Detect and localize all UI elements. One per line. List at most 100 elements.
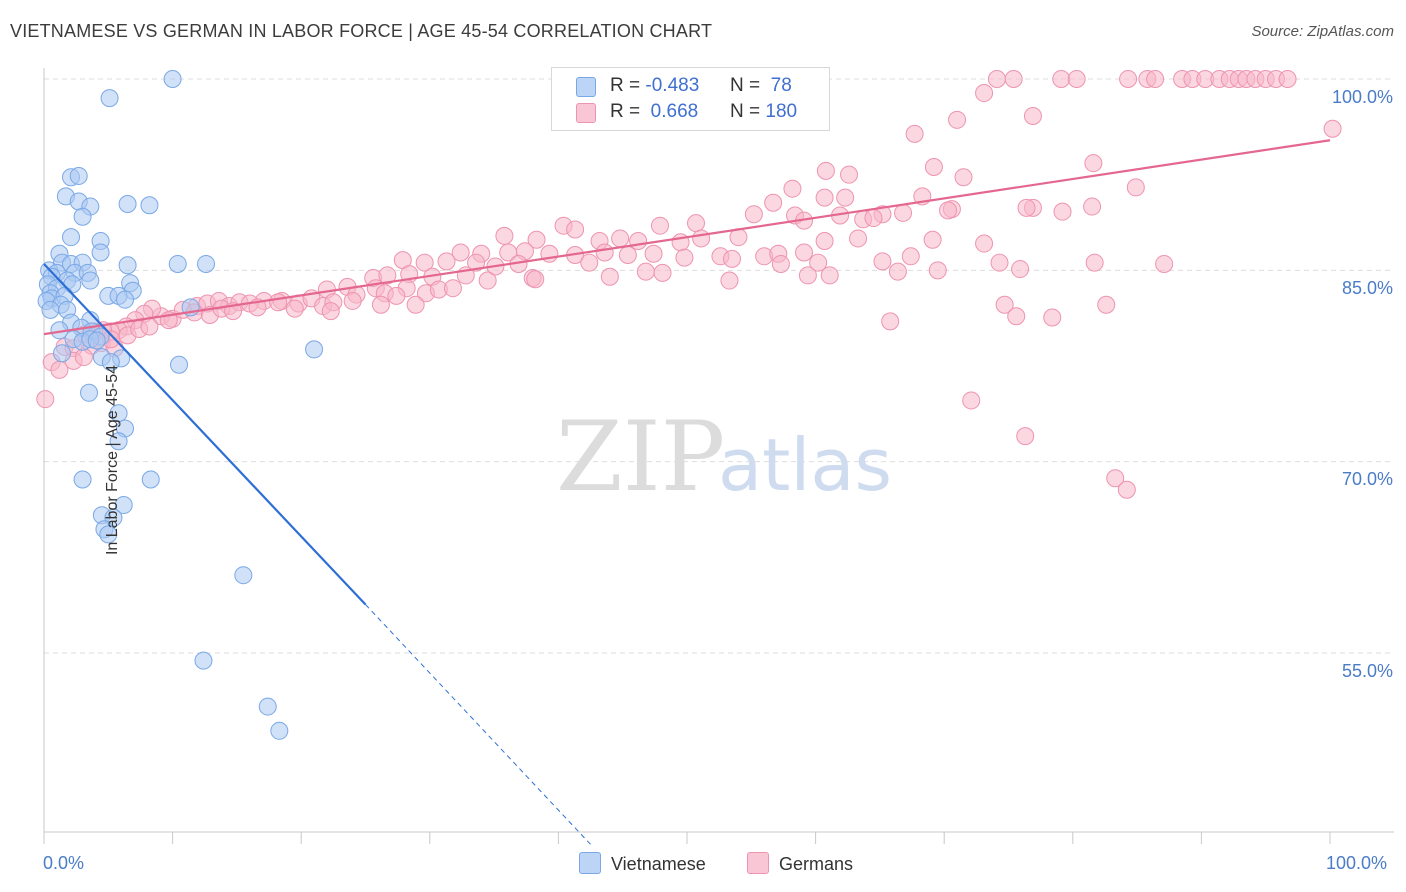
germans-trend-line bbox=[43, 139, 1331, 336]
vietnamese-point bbox=[99, 525, 118, 544]
vietnamese-point bbox=[140, 196, 159, 215]
germans-point bbox=[888, 262, 907, 281]
vietnamese-point bbox=[194, 651, 213, 670]
germans-point bbox=[321, 302, 340, 321]
vietnamese-points bbox=[37, 70, 324, 740]
germans-point bbox=[815, 231, 834, 250]
legend-r-label: R = bbox=[610, 101, 641, 122]
germans-point bbox=[595, 243, 614, 262]
vietnamese-point bbox=[80, 383, 99, 402]
legend-n-label: N = bbox=[730, 75, 761, 96]
vietnamese-point bbox=[69, 166, 88, 185]
germans-point bbox=[343, 291, 362, 310]
germans-point bbox=[962, 391, 981, 410]
legend-swatch-vietnamese bbox=[576, 77, 596, 97]
germans-point bbox=[1083, 197, 1102, 216]
vietnamese-point bbox=[41, 300, 60, 319]
germans-point bbox=[406, 295, 425, 314]
legend-r: R = -0.483 bbox=[610, 75, 699, 97]
vietnamese-point bbox=[73, 207, 92, 226]
vietnamese-point bbox=[197, 254, 216, 273]
germans-point bbox=[644, 244, 663, 263]
legend-n-label: N = bbox=[730, 101, 761, 122]
germans-point bbox=[849, 229, 868, 248]
germans-point bbox=[923, 230, 942, 249]
vietnamese-point bbox=[163, 70, 182, 88]
chart-title: VIETNAMESE VS GERMAN IN LABOR FORCE | AG… bbox=[10, 21, 713, 41]
germans-point bbox=[1106, 469, 1125, 488]
germans-point bbox=[795, 243, 814, 262]
germans-point bbox=[1126, 178, 1145, 197]
germans-point bbox=[387, 286, 406, 305]
germans-point bbox=[415, 253, 434, 272]
germans-point bbox=[873, 252, 892, 271]
germans-point bbox=[939, 201, 958, 220]
germans-point bbox=[1146, 70, 1165, 88]
germans-point bbox=[1011, 260, 1030, 279]
germans-point bbox=[443, 279, 462, 298]
germans-point bbox=[437, 252, 456, 271]
germans-point bbox=[864, 209, 883, 228]
germans-point bbox=[836, 188, 855, 207]
bottom-legend-label-germans: Germans bbox=[779, 854, 854, 874]
germans-point bbox=[764, 193, 783, 212]
legend-n-value: 180 bbox=[765, 101, 798, 122]
germans-point bbox=[618, 246, 637, 265]
germans-point bbox=[1084, 154, 1103, 173]
germans-point bbox=[720, 271, 739, 290]
germans-point bbox=[901, 247, 920, 266]
germans-point bbox=[1067, 70, 1086, 88]
legend-r: R = 0.668 bbox=[610, 101, 698, 123]
germans-point bbox=[815, 188, 834, 207]
legend-n: N = 180 bbox=[730, 101, 797, 123]
germans-point bbox=[636, 262, 655, 281]
germans-point bbox=[692, 229, 711, 248]
germans-point bbox=[1097, 295, 1116, 314]
germans-point bbox=[650, 216, 669, 235]
germans-point bbox=[1052, 70, 1071, 88]
bottom-legend-germans: Germans bbox=[747, 852, 853, 875]
vietnamese-point bbox=[118, 195, 137, 214]
germans-point bbox=[527, 230, 546, 249]
germans-point bbox=[783, 179, 802, 198]
germans-point bbox=[1323, 119, 1342, 138]
germans-point bbox=[975, 84, 994, 103]
vietnamese-point bbox=[87, 331, 106, 350]
germans-point bbox=[744, 205, 763, 224]
x-tick-label-100: 100.0% bbox=[1326, 853, 1388, 873]
vietnamese-point bbox=[81, 271, 100, 290]
legend-n-value: 78 bbox=[770, 75, 792, 96]
germans-point bbox=[1043, 308, 1062, 327]
germans-point bbox=[954, 168, 973, 187]
germans-point bbox=[629, 231, 648, 250]
germans-point bbox=[975, 234, 994, 253]
y-axis-label: In Labor Force | Age 45-54 bbox=[104, 364, 122, 556]
germans-point bbox=[1155, 254, 1174, 273]
vietnamese-point bbox=[114, 496, 133, 515]
vietnamese-point bbox=[118, 256, 137, 275]
vietnamese-point bbox=[141, 470, 160, 489]
germans-point bbox=[928, 261, 947, 280]
vietnamese-trend-line bbox=[43, 263, 367, 606]
germans-point bbox=[924, 158, 943, 177]
germans-point bbox=[1007, 307, 1026, 326]
bottom-legend-label-vietnamese: Vietnamese bbox=[611, 854, 706, 874]
germans-point bbox=[905, 124, 924, 143]
germans-point bbox=[467, 253, 486, 272]
germans-point bbox=[1004, 70, 1023, 88]
germans-point bbox=[611, 229, 630, 248]
germans-point bbox=[451, 243, 470, 262]
germans-point bbox=[526, 270, 545, 289]
germans-point bbox=[140, 317, 159, 336]
vietnamese-trend-extension bbox=[365, 604, 591, 845]
vietnamese-point bbox=[100, 89, 119, 108]
x-tick-label-0: 0.0% bbox=[43, 853, 85, 873]
vietnamese-point bbox=[234, 566, 253, 585]
axes bbox=[43, 68, 1394, 844]
germans-point bbox=[881, 312, 900, 331]
germans-point bbox=[1119, 70, 1138, 88]
germans-point bbox=[1017, 198, 1036, 217]
vietnamese-point bbox=[53, 344, 72, 363]
germans-point bbox=[990, 253, 1009, 272]
watermark-atlas: atlas bbox=[718, 423, 892, 507]
